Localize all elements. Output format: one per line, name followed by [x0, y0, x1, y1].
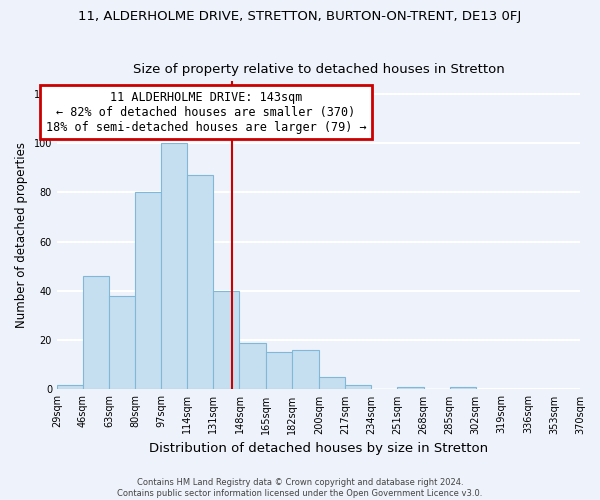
Bar: [292, 350, 319, 390]
Bar: [135, 192, 161, 390]
Text: 11 ALDERHOLME DRIVE: 143sqm
← 82% of detached houses are smaller (370)
18% of se: 11 ALDERHOLME DRIVE: 143sqm ← 82% of det…: [46, 90, 367, 134]
Bar: [83, 276, 109, 390]
Bar: [266, 352, 292, 390]
Bar: [214, 291, 239, 390]
Y-axis label: Number of detached properties: Number of detached properties: [15, 142, 28, 328]
Bar: [449, 387, 476, 390]
Bar: [346, 384, 371, 390]
Bar: [397, 387, 424, 390]
Bar: [187, 175, 214, 390]
Text: Contains HM Land Registry data © Crown copyright and database right 2024.
Contai: Contains HM Land Registry data © Crown c…: [118, 478, 482, 498]
Bar: [319, 377, 346, 390]
X-axis label: Distribution of detached houses by size in Stretton: Distribution of detached houses by size …: [149, 442, 488, 455]
Text: 11, ALDERHOLME DRIVE, STRETTON, BURTON-ON-TRENT, DE13 0FJ: 11, ALDERHOLME DRIVE, STRETTON, BURTON-O…: [79, 10, 521, 23]
Bar: [57, 384, 83, 390]
Title: Size of property relative to detached houses in Stretton: Size of property relative to detached ho…: [133, 63, 505, 76]
Bar: [239, 342, 266, 390]
Bar: [161, 143, 187, 390]
Bar: [109, 296, 135, 390]
